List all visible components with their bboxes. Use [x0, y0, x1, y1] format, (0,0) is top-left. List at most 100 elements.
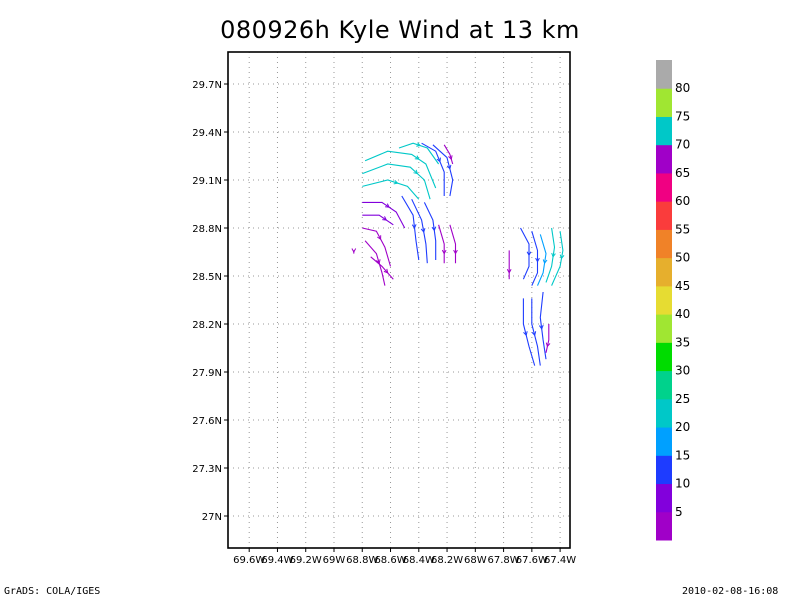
y-axis: 27N 27.3N 27.6N 27.9N 28.2N 28.5N 28.8N 29.1N 29…	[192, 80, 228, 523]
colorbar-label: 5	[675, 505, 683, 519]
colorbar-swatch	[656, 88, 672, 117]
colorbar-label: 45	[675, 279, 690, 293]
grid-lines	[228, 52, 570, 548]
streamline-arrow	[382, 216, 388, 221]
streamline	[362, 214, 394, 226]
streamline-arrow	[383, 268, 389, 274]
streamline-arrow	[436, 157, 441, 163]
x-tick-label: 68W	[464, 555, 487, 566]
colorbar-label: 20	[675, 420, 690, 434]
y-tick-label: 28.2N	[192, 320, 222, 331]
streamline-arrow	[420, 228, 426, 234]
colorbar-swatch	[656, 314, 672, 343]
x-tick-label: 67.6W	[516, 555, 548, 566]
streamline-arrow	[376, 259, 381, 265]
streamline	[421, 142, 445, 196]
streamline-arrow	[385, 203, 390, 208]
x-tick-label: 67.4W	[544, 555, 576, 566]
colorbar-swatch	[656, 201, 672, 230]
colorbar-swatch	[656, 370, 672, 400]
x-tick-label: 69W	[323, 555, 346, 566]
colorbar-swatch	[656, 511, 672, 541]
colorbar-label: 35	[675, 335, 690, 349]
y-tick-label: 27.9N	[192, 368, 222, 379]
y-tick-label: 29.1N	[192, 176, 222, 187]
streamline	[531, 231, 539, 286]
streamline	[522, 298, 536, 366]
streamline-arrow	[526, 251, 532, 257]
streamline	[362, 163, 431, 200]
x-tick-label: 68.6W	[374, 555, 406, 566]
streamline-arrow	[377, 235, 382, 241]
streamlines	[351, 142, 565, 366]
streamline-arrow	[414, 155, 420, 160]
x-tick-label: 68.4W	[403, 555, 435, 566]
colorbar-swatch	[656, 427, 672, 456]
streamline-arrow	[351, 248, 357, 254]
streamline-arrow	[559, 254, 565, 260]
streamline-arrow	[411, 224, 417, 230]
colorbar-label: 75	[675, 109, 690, 123]
colorbar-swatch	[656, 144, 672, 174]
colorbar-label: 55	[675, 222, 690, 236]
streamline	[531, 298, 541, 366]
colorbar-swatch	[656, 229, 672, 259]
streamline-arrow	[542, 259, 548, 265]
colorbar-label: 60	[675, 194, 690, 208]
colorbar-swatch	[656, 257, 672, 287]
colorbar-swatch	[656, 483, 672, 513]
colorbar-swatch	[656, 398, 672, 428]
colorbar-swatch	[656, 60, 672, 89]
y-tick-label: 27N	[202, 512, 222, 523]
y-tick-label: 28.8N	[192, 224, 222, 235]
colorbar-label: 15	[675, 448, 690, 462]
y-tick-label: 27.6N	[192, 416, 222, 427]
streamline-arrow	[551, 252, 556, 258]
streamline	[364, 150, 437, 189]
y-tick-label: 29.7N	[192, 80, 222, 91]
colorbar-label: 25	[675, 392, 690, 406]
streamline	[449, 224, 457, 264]
colorbar-swatch	[656, 116, 672, 146]
x-tick-label: 68.8W	[346, 555, 378, 566]
streamline-arrow	[441, 249, 447, 255]
colorbar: 5 10 15 20 25 30 35 40 45 50 55 60 65 70 75 80	[656, 60, 690, 541]
streamline	[545, 324, 550, 353]
streamline-arrow	[393, 179, 399, 185]
footer-timestamp: 2010-02-08-16:08	[682, 586, 779, 597]
x-tick-label: 69.2W	[290, 555, 322, 566]
x-tick-label: 68.2W	[431, 555, 463, 566]
streamline-arrow	[413, 169, 419, 175]
colorbar-label: 30	[675, 364, 690, 378]
streamline	[545, 227, 556, 283]
streamline-arrow	[416, 142, 422, 147]
streamline-arrow	[448, 155, 453, 161]
streamline	[438, 224, 445, 264]
colorbar-label: 80	[675, 81, 690, 95]
colorbar-swatch	[656, 455, 672, 485]
streamline-arrow	[538, 324, 544, 330]
streamline-arrow	[531, 331, 537, 337]
streamline	[411, 198, 428, 264]
streamline-arrow	[523, 331, 528, 337]
y-tick-label: 27.3N	[192, 464, 222, 475]
y-tick-label: 29.4N	[192, 128, 222, 139]
colorbar-swatch	[656, 172, 672, 202]
chart-canvas: 27N 27.3N 27.6N 27.9N 28.2N 28.5N 28.8N 29.1N 29…	[192, 51, 690, 566]
streamline	[364, 240, 386, 286]
streamline-arrow	[431, 226, 437, 232]
streamline-arrow	[535, 257, 540, 263]
chart-title: 080926h Kyle Wind at 13 km	[220, 16, 580, 44]
streamline-arrow	[545, 342, 551, 348]
colorbar-label: 70	[675, 138, 690, 152]
streamline-arrow	[506, 269, 512, 274]
y-tick-label: 28.5N	[192, 272, 222, 283]
footer-credit: GrADS: COLA/IGES	[4, 586, 101, 597]
streamline	[443, 144, 454, 165]
x-tick-label: 67.8W	[488, 555, 520, 566]
x-tick-label: 69.4W	[261, 555, 293, 566]
colorbar-swatch	[656, 342, 672, 372]
x-tick-label: 69.6W	[233, 555, 265, 566]
colorbar-label: 10	[675, 477, 690, 491]
